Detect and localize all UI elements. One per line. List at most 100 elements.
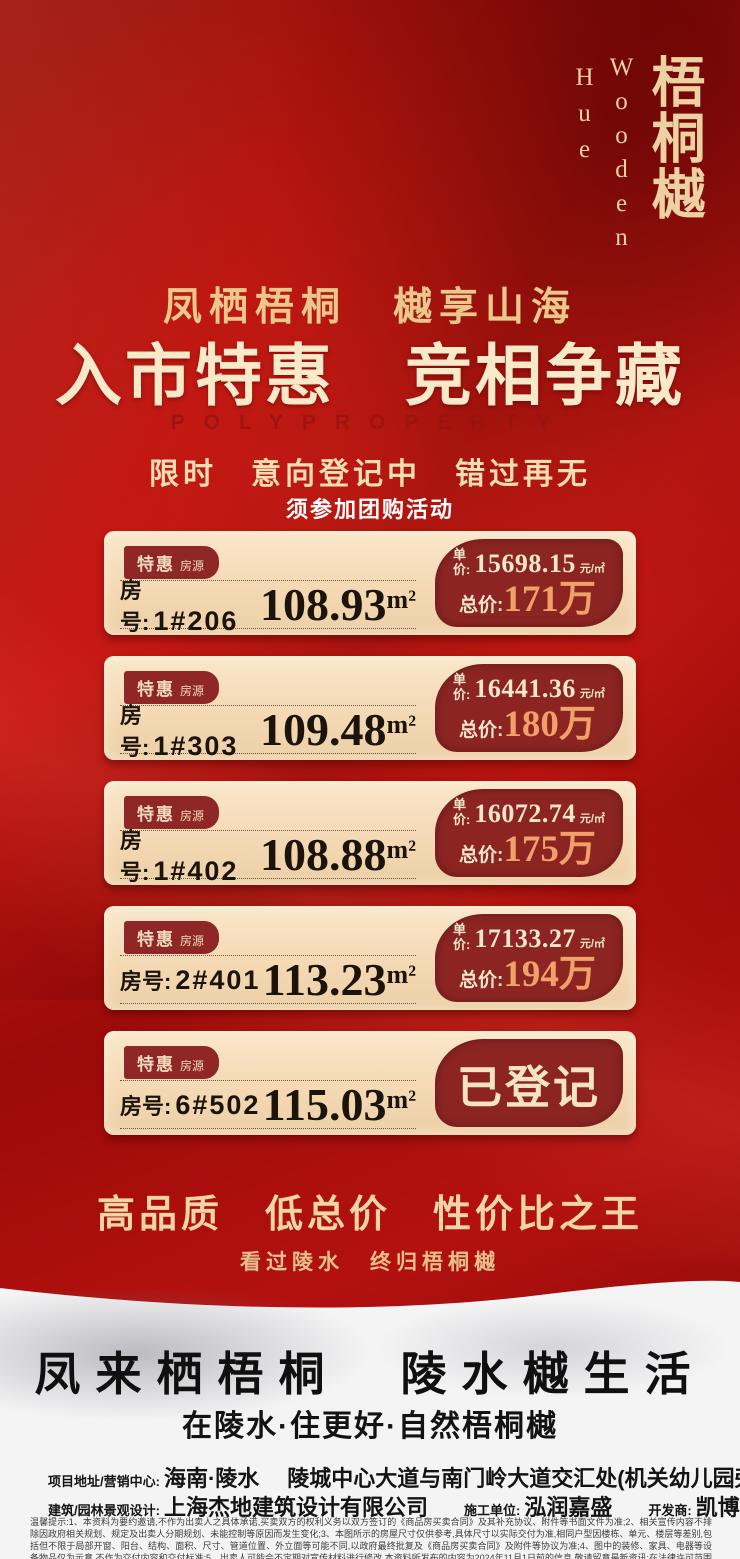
bottom-subline: 在陵水·住更好·自然梧桐樾 bbox=[182, 1410, 558, 1443]
listing-card: 特惠 房源 房号: 1#206 108.93 m² 单 价: 15698.15 元/… bbox=[104, 531, 636, 636]
unit-price-row: 单 价: 16441.36 元/㎡ bbox=[453, 672, 613, 704]
area-unit: m² bbox=[386, 709, 416, 739]
hero-tagline: 限时 意向登记中 错过再无 bbox=[149, 458, 591, 491]
total-price-value: 194万 bbox=[503, 954, 596, 996]
builder-label: 施工单位: bbox=[463, 1503, 521, 1518]
builder-value: 泓润嘉盛 bbox=[524, 1495, 613, 1520]
total-price-row: 总价: 180万 bbox=[459, 706, 613, 743]
badge-sub-label: 房源 bbox=[180, 684, 205, 698]
listing-card: 特惠 房源 房号: 2#401 113.23 m² 单 价: 17133.27 元/… bbox=[104, 906, 636, 1010]
listing-card: 特惠 房源 房号: 6#502 115.03 m² 已登记 bbox=[104, 1031, 636, 1135]
badge-sub-label: 房源 bbox=[180, 1059, 205, 1073]
room-label: 房号: bbox=[120, 1093, 172, 1119]
companies-row: 建筑/园林景观设计: 上海杰地建筑设计有限公司 施工单位: 泓润嘉盛 开发商: … bbox=[48, 1490, 740, 1522]
total-price-value: 175万 bbox=[503, 829, 596, 871]
area-unit: m² bbox=[386, 584, 416, 614]
room-info-row: 房号: 2#401 113.23 m² bbox=[120, 955, 416, 1004]
total-price-label: 总价: bbox=[459, 595, 504, 617]
price-blob: 单 价: 17133.27 元/㎡ 总价: 194万 bbox=[435, 914, 623, 1002]
room-info-row: 房号: 1#402 108.88 m² bbox=[120, 828, 416, 886]
unit-price-value: 17133.27 bbox=[474, 924, 576, 954]
special-offer-badge: 特惠 房源 bbox=[124, 546, 220, 579]
unit-price-label-top: 单 bbox=[453, 796, 467, 812]
area-unit: m² bbox=[386, 834, 416, 864]
room-number: 1#303 bbox=[153, 730, 239, 761]
white-silk-section bbox=[0, 1313, 740, 1559]
badge-main-label: 特惠 bbox=[137, 555, 175, 574]
unit-price-label-top: 单 bbox=[453, 921, 467, 937]
room-label: 房号: bbox=[120, 968, 172, 994]
unit-price-value: 16441.36 bbox=[474, 674, 576, 704]
address-detail: 陵城中心大道与南门岭大道交汇处(机关幼儿园旁) bbox=[287, 1466, 740, 1491]
price-blob: 单 价: 16072.74 元/㎡ 总价: 175万 bbox=[435, 789, 623, 877]
total-price-row: 总价: 194万 bbox=[459, 956, 613, 993]
room-info-row: 房号: 1#206 108.93 m² bbox=[120, 578, 416, 636]
room-number: 1#206 bbox=[153, 605, 239, 636]
special-offer-badge: 特惠 房源 bbox=[124, 671, 220, 704]
registered-status: 已登记 bbox=[456, 1062, 601, 1113]
group-buy-note: 须参加团购活动 bbox=[285, 497, 454, 522]
listing-cards: 特惠 房源 房号: 1#206 108.93 m² 单 价: 15698.15 元/… bbox=[104, 531, 636, 1135]
unit-price-label-bottom: 价: bbox=[453, 686, 471, 702]
design-value: 上海杰地建筑设计有限公司 bbox=[163, 1495, 428, 1520]
room-label: 房号: bbox=[120, 827, 150, 885]
badge-sub-label: 房源 bbox=[180, 809, 205, 823]
unit-price-row: 单 价: 16072.74 元/㎡ bbox=[453, 796, 613, 829]
unit-price-value: 15698.15 bbox=[474, 549, 576, 579]
special-offer-badge: 特惠 房源 bbox=[124, 1046, 220, 1079]
unit-price-label-bottom: 价: bbox=[453, 561, 471, 577]
unit-price-unit: 元/㎡ bbox=[579, 813, 605, 826]
price-blob: 单 价: 15698.15 元/㎡ 总价: 171万 bbox=[435, 539, 623, 627]
unit-price-value: 16072.74 bbox=[474, 799, 576, 829]
developer-label: 开发商: bbox=[648, 1503, 692, 1518]
developer-value: 凯博风集团 bbox=[695, 1495, 740, 1520]
design-label: 建筑/园林景观设计: bbox=[48, 1503, 160, 1518]
special-offer-badge: 特惠 房源 bbox=[124, 796, 220, 829]
registered-blob: 已登记 bbox=[435, 1039, 623, 1127]
room-info-row: 房号: 6#502 115.03 m² bbox=[120, 1080, 416, 1129]
area-value: 113.23 bbox=[262, 953, 387, 1005]
special-offer-badge: 特惠 房源 bbox=[124, 921, 220, 954]
hero-subtitle: 凤栖梧桐 樾享山海 bbox=[162, 286, 577, 329]
unit-price-label: 单 价: bbox=[453, 796, 471, 828]
address-label: 项目地址/营销中心: bbox=[48, 1474, 160, 1489]
unit-price-label-top: 单 bbox=[453, 546, 467, 562]
logo-text-wooden: Wooden bbox=[608, 54, 635, 258]
price-blob: 单 价: 16441.36 元/㎡ 总价: 180万 bbox=[435, 664, 623, 752]
total-price-value: 180万 bbox=[503, 704, 596, 746]
badge-sub-label: 房源 bbox=[180, 559, 205, 573]
total-price-value: 171万 bbox=[503, 579, 596, 621]
area-value: 108.88 bbox=[260, 828, 387, 880]
room-info-row: 房号: 1#303 109.48 m² bbox=[120, 703, 416, 761]
logo-text-hue: Hue bbox=[571, 64, 598, 172]
logo-text-cn: 梧桐樾 bbox=[643, 54, 703, 222]
badge-main-label: 特惠 bbox=[137, 1055, 175, 1074]
unit-price-label: 单 价: bbox=[453, 672, 471, 703]
badge-main-label: 特惠 bbox=[137, 805, 175, 824]
address-city: 海南·陵水 bbox=[163, 1466, 260, 1491]
unit-price-label: 单 价: bbox=[453, 921, 470, 953]
unit-price-unit: 元/㎡ bbox=[579, 688, 605, 701]
room-number: 6#502 bbox=[175, 1089, 261, 1120]
watermark-text: POLYPROPERTY bbox=[170, 411, 570, 434]
brand-logo: Hue Wooden 梧桐樾 bbox=[571, 54, 703, 258]
unit-price-label: 单 价: bbox=[453, 546, 471, 578]
unit-price-unit: 元/㎡ bbox=[579, 938, 605, 951]
area-unit: m² bbox=[386, 959, 416, 989]
unit-price-label-bottom: 价: bbox=[453, 811, 471, 827]
disclaimer-text: 温馨提示:1、本资料为要约邀请,不作为出卖人之具体承诺,买卖双方的权利义务以双方… bbox=[30, 1517, 712, 1559]
address-row: 项目地址/营销中心: 海南·陵水 陵城中心大道与南门岭大道交汇处(机关幼儿园旁) bbox=[48, 1461, 740, 1493]
unit-price-unit: 元/㎡ bbox=[579, 563, 605, 576]
listing-card: 特惠 房源 房号: 1#402 108.88 m² 单 价: 16072.74 元/… bbox=[104, 781, 636, 886]
area-value: 108.93 bbox=[260, 578, 387, 630]
room-label: 房号: bbox=[120, 577, 150, 635]
room-label: 房号: bbox=[120, 702, 150, 760]
area-unit: m² bbox=[386, 1084, 416, 1114]
room-number: 1#402 bbox=[153, 855, 239, 886]
area-value: 115.03 bbox=[262, 1078, 387, 1130]
total-price-label: 总价: bbox=[459, 720, 504, 742]
badge-sub-label: 房源 bbox=[180, 934, 205, 948]
hero-title: 入市特惠 竞相争藏 bbox=[55, 340, 685, 414]
bottom-headline: 凤来栖梧桐 陵水樾生活 bbox=[34, 1348, 706, 1400]
